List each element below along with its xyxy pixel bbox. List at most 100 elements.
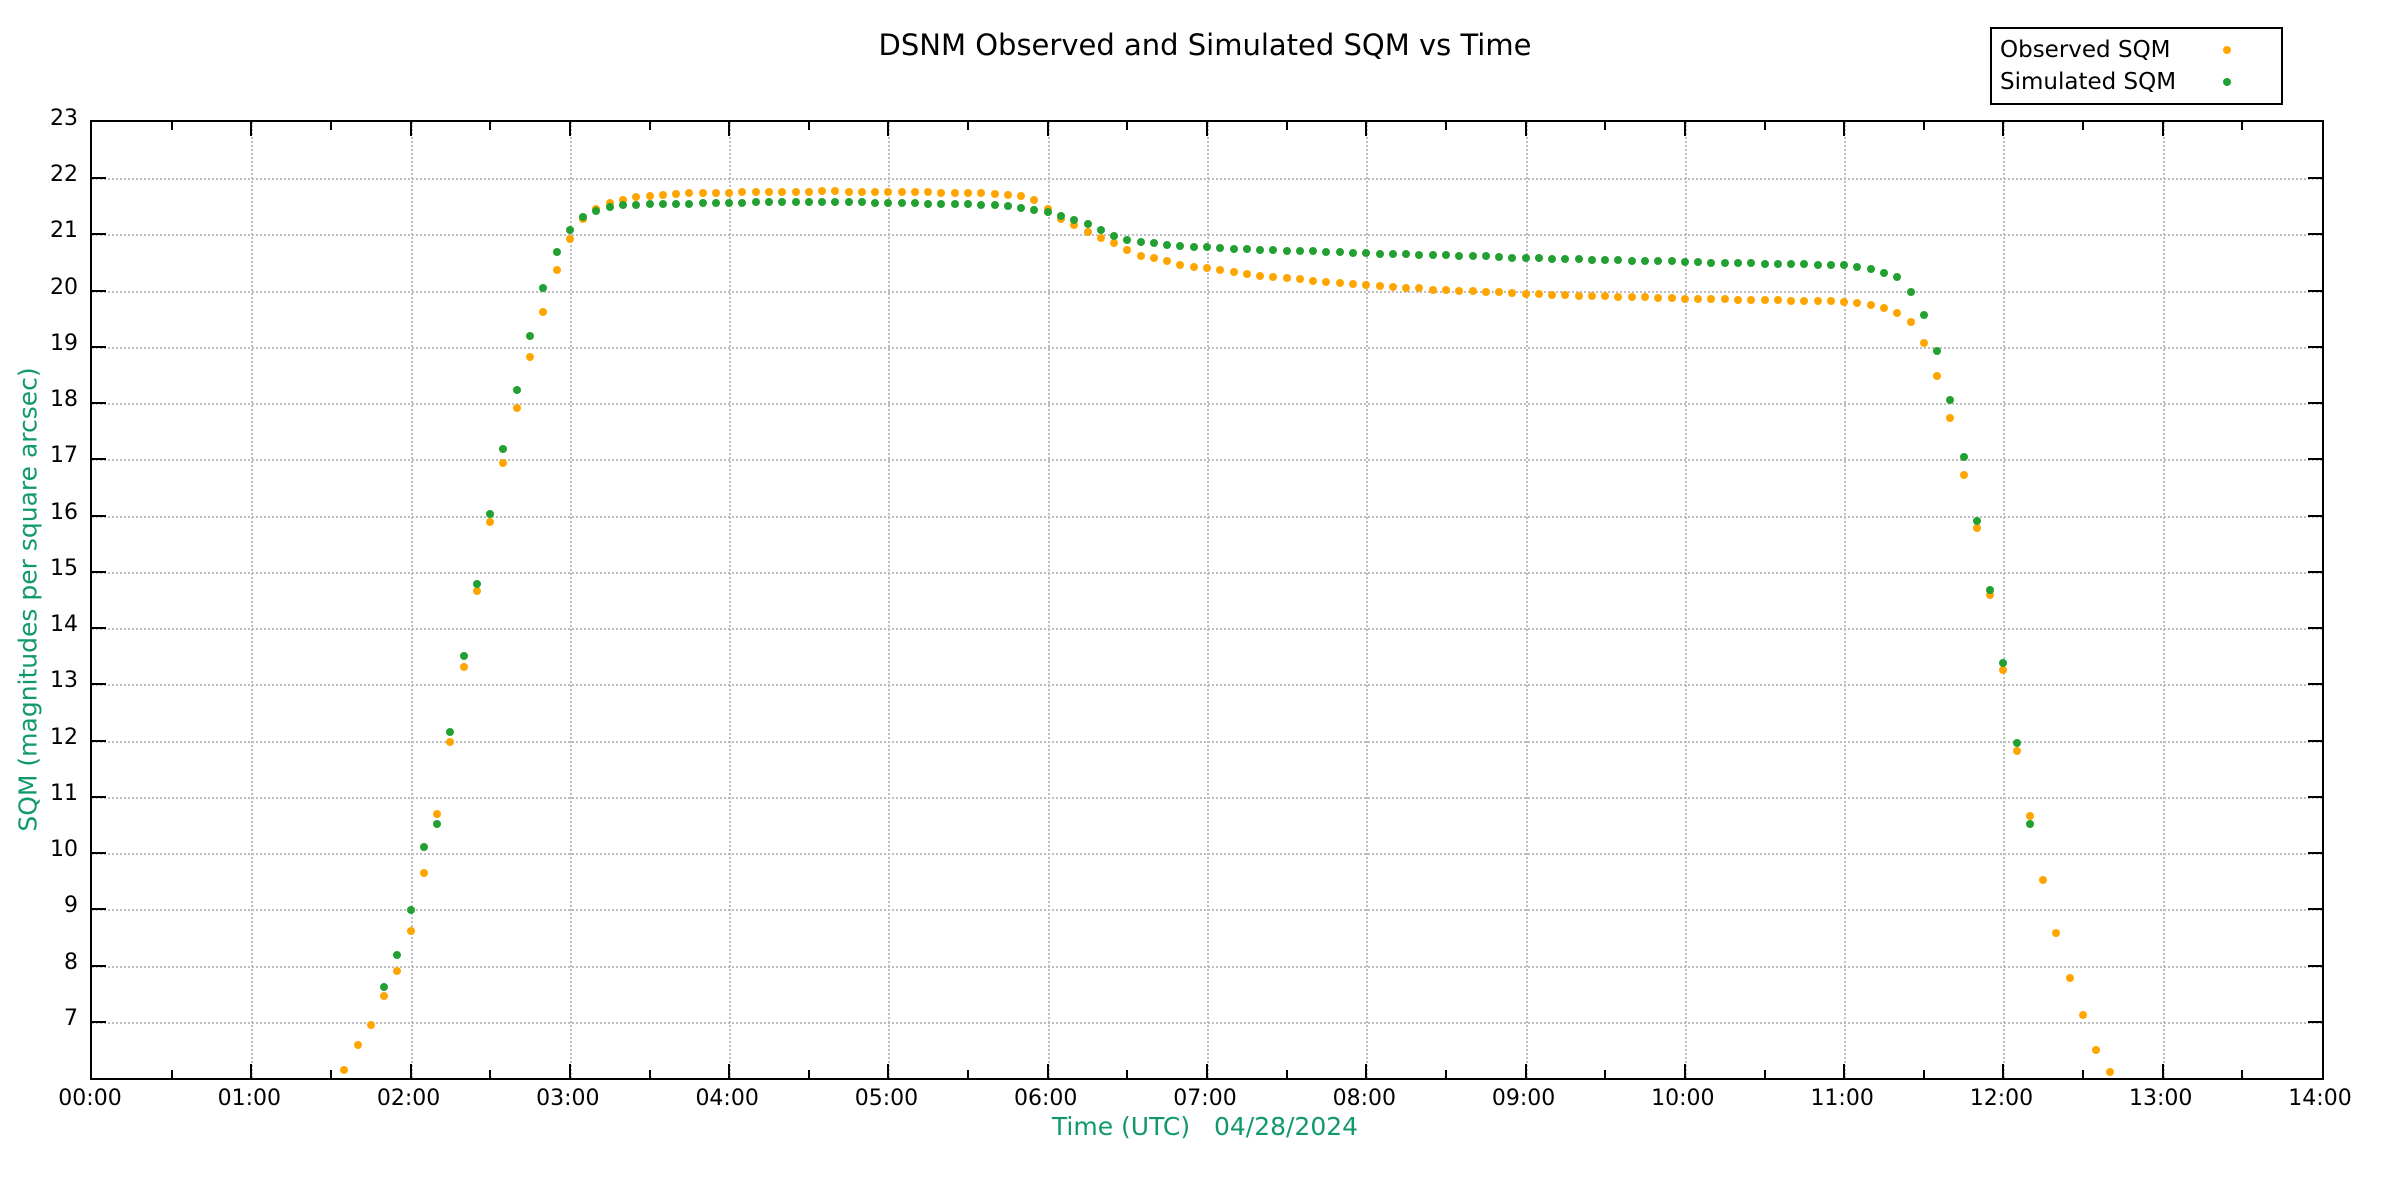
x-minor-tick <box>1763 122 1766 130</box>
data-point-simulated-sqm <box>977 200 986 209</box>
data-point-simulated-sqm <box>711 198 720 207</box>
data-point-observed-sqm <box>751 188 760 197</box>
x-minor-tick <box>967 122 970 130</box>
data-point-simulated-sqm <box>831 198 840 207</box>
y-major-tick <box>92 458 106 461</box>
data-point-observed-sqm <box>1322 277 1331 286</box>
x-minor-tick <box>170 122 173 130</box>
x-axis-label: Time (UTC) 04/28/2024 <box>1051 1112 1359 1141</box>
y-major-tick <box>2308 402 2322 405</box>
data-point-observed-sqm <box>1415 284 1424 293</box>
data-point-observed-sqm <box>911 188 920 197</box>
data-point-simulated-sqm <box>1933 346 1941 355</box>
data-point-simulated-sqm <box>1295 247 1304 256</box>
x-tick-label: 14:00 <box>2288 1086 2352 1111</box>
legend-marker <box>2223 78 2231 86</box>
x-tick-label: 08:00 <box>1332 1086 1396 1111</box>
data-point-observed-sqm <box>393 966 402 975</box>
data-point-simulated-sqm <box>1694 258 1703 267</box>
data-point-observed-sqm <box>1096 234 1105 243</box>
x-major-tick <box>409 1064 412 1078</box>
legend-row: Observed SQM <box>1992 34 2281 66</box>
x-major-tick <box>568 122 571 136</box>
data-point-observed-sqm <box>2079 1011 2088 1020</box>
data-point-simulated-sqm <box>964 200 973 209</box>
data-point-observed-sqm <box>1548 290 1557 299</box>
data-point-simulated-sqm <box>1773 259 1782 268</box>
data-point-simulated-sqm <box>1309 247 1318 256</box>
data-point-simulated-sqm <box>844 198 853 207</box>
data-point-simulated-sqm <box>1667 257 1676 266</box>
data-point-observed-sqm <box>1494 288 1503 297</box>
x-minor-tick <box>2082 1070 2085 1078</box>
data-point-observed-sqm <box>1879 303 1888 312</box>
x-minor-tick <box>1126 1070 1129 1078</box>
data-point-simulated-sqm <box>1561 255 1570 264</box>
data-point-simulated-sqm <box>1641 256 1650 265</box>
data-point-simulated-sqm <box>1733 259 1742 268</box>
y-major-tick <box>92 570 106 573</box>
x-minor-tick <box>1604 1070 1607 1078</box>
data-point-observed-sqm <box>1455 286 1464 295</box>
data-point-observed-sqm <box>1282 274 1291 283</box>
data-point-simulated-sqm <box>1919 310 1928 319</box>
y-major-tick <box>92 908 106 911</box>
data-point-simulated-sqm <box>2026 819 2035 828</box>
data-point-simulated-sqm <box>526 331 535 340</box>
data-point-observed-sqm <box>1335 278 1344 287</box>
data-point-observed-sqm <box>1587 292 1596 301</box>
data-point-observed-sqm <box>937 188 946 197</box>
x-tick-label: 03:00 <box>536 1086 600 1111</box>
data-point-simulated-sqm <box>911 198 920 207</box>
data-point-simulated-sqm <box>1800 260 1809 269</box>
data-point-simulated-sqm <box>579 213 588 222</box>
data-point-observed-sqm <box>1123 245 1132 254</box>
data-point-observed-sqm <box>552 265 561 274</box>
data-point-observed-sqm <box>1428 285 1437 294</box>
data-point-observed-sqm <box>366 1020 375 1029</box>
data-point-observed-sqm <box>977 189 986 198</box>
data-point-observed-sqm <box>2052 928 2061 937</box>
grid-line-horizontal <box>92 909 2322 912</box>
y-major-tick <box>92 233 106 236</box>
chart-title: DSNM Observed and Simulated SQM vs Time <box>878 28 1532 62</box>
data-point-simulated-sqm <box>1282 246 1291 255</box>
x-major-tick <box>728 1064 731 1078</box>
x-minor-tick <box>1604 122 1607 130</box>
data-point-observed-sqm <box>1694 294 1703 303</box>
data-point-observed-sqm <box>486 517 495 526</box>
data-point-simulated-sqm <box>1840 261 1849 270</box>
x-minor-tick <box>807 122 810 130</box>
grid-line-vertical <box>1366 122 1369 1078</box>
x-major-tick <box>568 1064 571 1078</box>
grid-line-horizontal <box>92 628 2322 631</box>
data-point-observed-sqm <box>1680 294 1689 303</box>
y-tick-label: 12 <box>50 724 78 750</box>
data-point-simulated-sqm <box>1149 239 1158 248</box>
data-point-observed-sqm <box>924 188 933 197</box>
data-point-simulated-sqm <box>1494 252 1503 261</box>
data-point-simulated-sqm <box>1614 256 1623 265</box>
data-point-simulated-sqm <box>1056 211 1065 220</box>
grid-line-vertical <box>1525 122 1528 1078</box>
y-major-tick <box>2308 289 2322 292</box>
data-point-simulated-sqm <box>685 199 694 208</box>
x-tick-label: 06:00 <box>1014 1086 1078 1111</box>
y-major-tick <box>92 795 106 798</box>
data-point-observed-sqm <box>1760 296 1769 305</box>
data-point-simulated-sqm <box>1003 202 1012 211</box>
x-minor-tick <box>2241 1070 2244 1078</box>
data-point-simulated-sqm <box>1070 216 1079 225</box>
x-minor-tick <box>1126 122 1129 130</box>
y-major-tick <box>92 402 106 405</box>
plot-area <box>90 120 2324 1080</box>
data-point-observed-sqm <box>1083 228 1092 237</box>
y-tick-label: 13 <box>50 668 78 694</box>
grid-line-horizontal <box>92 234 2322 237</box>
data-point-simulated-sqm <box>1707 258 1716 267</box>
x-minor-tick <box>329 122 332 130</box>
legend-marker <box>2223 46 2231 54</box>
data-point-observed-sqm <box>1893 309 1902 318</box>
data-point-simulated-sqm <box>472 579 481 588</box>
data-point-observed-sqm <box>725 188 734 197</box>
